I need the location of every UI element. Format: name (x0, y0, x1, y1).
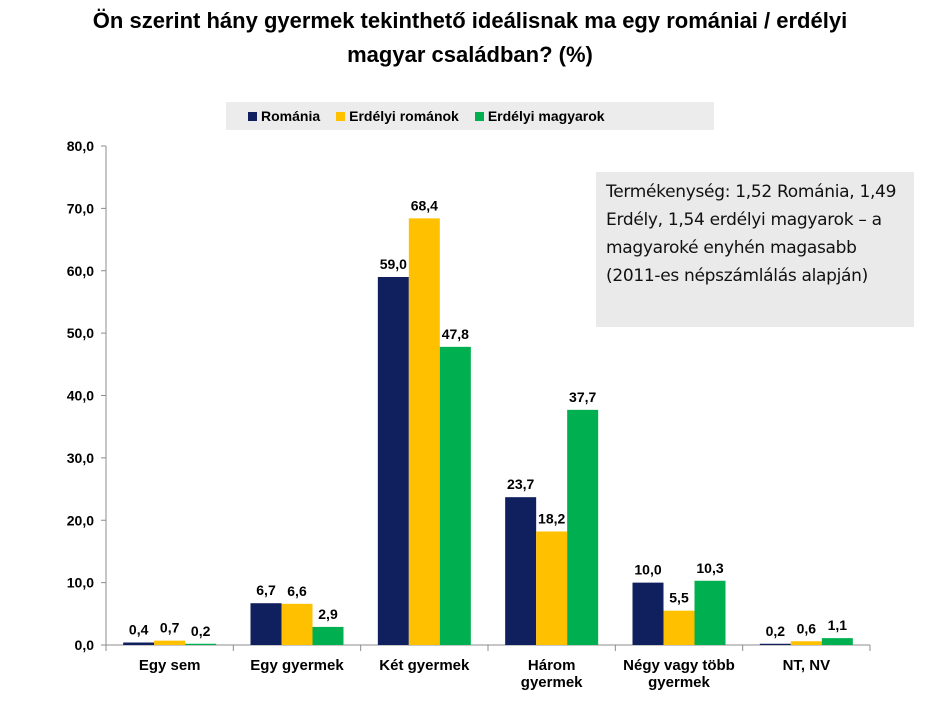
bar-0-0 (123, 642, 155, 645)
data-label-1-1: 6,6 (287, 583, 307, 599)
data-label-1-0: 6,7 (256, 582, 276, 598)
bar-2-1 (408, 218, 440, 646)
bar-0-1 (154, 640, 186, 645)
data-label-5-1: 0,6 (797, 620, 817, 636)
x-category-label-3: Három gyermek (521, 657, 583, 691)
data-label-3-2: 37,7 (569, 389, 596, 405)
bar-1-0 (250, 603, 282, 645)
bar-4-1 (663, 610, 695, 645)
data-label-3-0: 23,7 (507, 476, 534, 492)
y-tick-label-2: 20,0 (67, 512, 94, 528)
y-tick-label-6: 60,0 (67, 263, 94, 279)
y-tick-label-1: 10,0 (67, 575, 94, 591)
chart-title: Ön szerint hány gyermek tekinthető ideál… (40, 4, 900, 72)
legend-swatch-romania (248, 111, 257, 121)
legend-label-romania: Románia (261, 108, 321, 124)
x-category-label-5: NT, NV (783, 657, 831, 674)
chart-title-line-1: Ön szerint hány gyermek tekinthető ideál… (92, 8, 848, 33)
data-label-3-1: 18,2 (538, 510, 565, 526)
legend-label-erdelyi-magyarok: Erdélyi magyarok (487, 108, 605, 124)
bar-3-1 (536, 531, 568, 645)
bar-5-1 (790, 641, 822, 645)
legend-item-erdelyi-romanok: Erdélyi románok (336, 108, 459, 124)
y-tick-label-0: 0,0 (75, 637, 95, 653)
x-category-label-0: Egy sem (139, 657, 201, 674)
x-category-label-2: Két gyermek (379, 657, 470, 674)
chart-legend: Románia Erdélyi románok Erdélyi magyarok (226, 102, 714, 130)
bar-2-0 (377, 276, 409, 645)
x-category-label-line: Egy sem (139, 657, 201, 674)
y-tick-label-4: 40,0 (67, 388, 94, 404)
data-label-4-2: 10,3 (696, 560, 723, 576)
x-category-label-line: Három (528, 657, 576, 674)
data-label-2-2: 47,8 (442, 326, 469, 342)
annotation-text: Termékenység: 1,52 Románia, 1,49 Erdély,… (606, 182, 897, 286)
y-tick-label-3: 30,0 (67, 450, 94, 466)
bar-4-0 (632, 582, 664, 645)
bar-0-2 (185, 643, 217, 645)
chart-title-line-2: magyar családban? (%) (347, 42, 593, 67)
data-label-4-1: 5,5 (669, 590, 689, 606)
y-tick-label-7: 70,0 (67, 200, 94, 216)
bar-3-0 (505, 497, 537, 645)
data-label-1-2: 2,9 (318, 606, 338, 622)
x-category-label-line: NT, NV (783, 657, 831, 674)
data-label-2-0: 59,0 (380, 256, 407, 272)
x-category-label-line: Egy gyermek (250, 657, 344, 674)
bar-5-2 (821, 638, 853, 645)
x-category-label-line: Két gyermek (379, 657, 470, 674)
bar-3-2 (567, 409, 599, 645)
x-category-label-line: gyermek (521, 674, 583, 691)
bar-1-1 (281, 603, 313, 645)
data-label-4-0: 10,0 (634, 562, 661, 578)
bar-5-0 (759, 643, 791, 645)
bar-2-2 (439, 346, 471, 645)
data-label-5-0: 0,2 (766, 623, 786, 639)
bar-4-2 (694, 580, 726, 645)
x-category-label-line: Négy vagy több (623, 657, 735, 674)
x-category-label-1: Egy gyermek (250, 657, 344, 674)
annotation-box: Termékenység: 1,52 Románia, 1,49 Erdély,… (596, 172, 914, 327)
data-label-0-0: 0,4 (129, 622, 149, 638)
legend-swatch-erdelyi-romanok (336, 111, 346, 121)
x-category-label-line: gyermek (648, 674, 710, 691)
x-category-label-4: Négy vagy több gyermek (623, 657, 735, 691)
legend-swatch-erdelyi-magyarok (474, 111, 484, 121)
data-label-5-2: 1,1 (828, 617, 848, 633)
y-tick-label-5: 50,0 (67, 325, 94, 341)
data-label-2-1: 68,4 (411, 197, 438, 213)
y-tick-label-8: 80,0 (67, 138, 94, 154)
legend-label-erdelyi-romanok: Erdélyi románok (349, 108, 459, 124)
data-label-0-2: 0,2 (191, 623, 211, 639)
legend-item-romania: Románia (248, 108, 320, 124)
legend-item-erdelyi-magyarok: Erdélyi magyarok (474, 108, 605, 124)
bar-1-2 (312, 626, 344, 645)
data-label-0-1: 0,7 (160, 620, 180, 636)
